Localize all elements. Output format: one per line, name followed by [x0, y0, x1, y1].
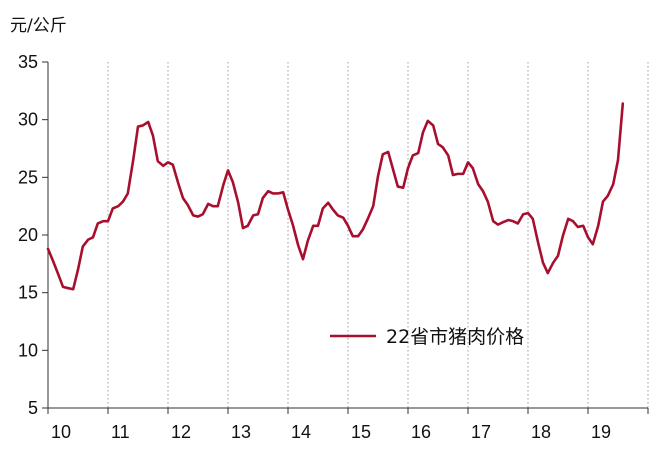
y-tick-label: 5 [28, 398, 38, 418]
x-tick-label: 14 [291, 422, 311, 442]
y-tick-labels: 5 10 15 20 25 30 35 [18, 52, 38, 418]
x-tick-label: 19 [591, 422, 611, 442]
legend-label: 22省市猪肉价格 [386, 326, 524, 348]
y-tick-label: 25 [18, 167, 38, 187]
y-tick-label: 35 [18, 52, 38, 72]
x-tick-label: 17 [471, 422, 491, 442]
y-unit-label: 元/公斤 [10, 16, 67, 36]
x-tick-label: 10 [51, 422, 71, 442]
x-tick-label: 18 [531, 422, 551, 442]
series-line [46, 102, 625, 291]
x-tick-label: 13 [231, 422, 251, 442]
x-tick-label: 15 [351, 422, 371, 442]
axes [42, 61, 649, 414]
y-tick-label: 10 [18, 340, 38, 360]
y-tick-label: 15 [18, 283, 38, 303]
x-tick-label: 12 [171, 422, 191, 442]
legend: 22省市猪肉价格 [330, 326, 524, 348]
y-tick-label: 30 [18, 110, 38, 130]
y-tick-label: 20 [18, 225, 38, 245]
x-tick-labels: 10 11 12 13 14 15 16 17 18 19 [51, 422, 611, 442]
grid-lines [107, 62, 649, 408]
x-tick-label: 16 [411, 422, 431, 442]
x-tick-label: 11 [111, 422, 130, 442]
series-group [46, 102, 625, 291]
